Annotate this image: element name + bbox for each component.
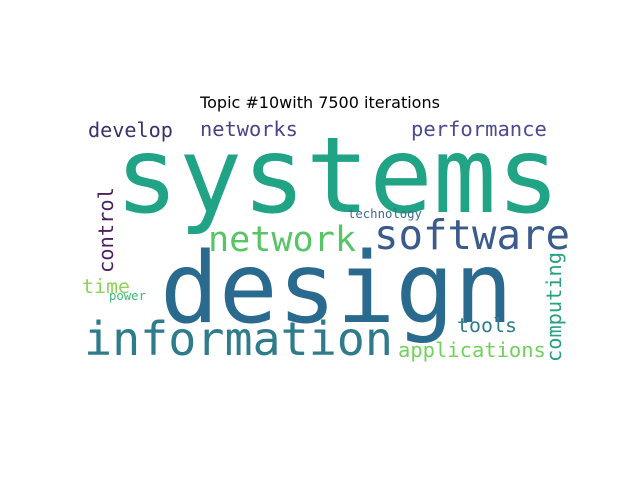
- word-performance: performance: [411, 116, 547, 141]
- word-control: control: [94, 187, 119, 273]
- word-design: design: [160, 231, 513, 346]
- word-power: power: [109, 288, 146, 303]
- word-tools: tools: [457, 313, 517, 337]
- word-information: information: [84, 312, 393, 367]
- word-software: software: [374, 210, 570, 259]
- word-network: network: [208, 219, 356, 261]
- plot-title: Topic #10with 7500 iterations: [200, 93, 440, 112]
- word-computing: computing: [541, 252, 566, 362]
- word-networks: networks: [200, 116, 298, 141]
- word-time: time: [82, 275, 130, 299]
- word-develop: develop: [88, 117, 173, 142]
- word-systems: systems: [115, 114, 561, 238]
- word-technology: technology: [348, 206, 422, 221]
- word-applications: applications: [398, 338, 546, 363]
